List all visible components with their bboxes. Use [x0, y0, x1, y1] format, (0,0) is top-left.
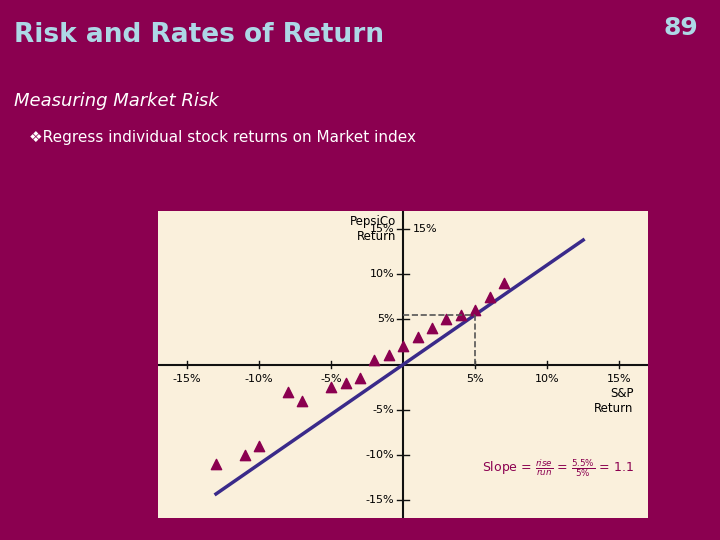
Text: Measuring Market Risk: Measuring Market Risk: [14, 92, 219, 110]
Text: Risk and Rates of Return: Risk and Rates of Return: [14, 22, 384, 48]
Point: [239, 451, 251, 460]
Text: 15%: 15%: [607, 374, 631, 383]
Text: S&P
Return: S&P Return: [594, 387, 634, 415]
Point: [498, 279, 510, 287]
Point: [297, 396, 308, 405]
Point: [210, 460, 222, 468]
Point: [369, 356, 380, 364]
Text: -15%: -15%: [173, 374, 202, 383]
Point: [325, 383, 337, 391]
Point: [412, 333, 423, 342]
Point: [282, 387, 294, 396]
Point: [484, 292, 495, 301]
Text: -5%: -5%: [320, 374, 342, 383]
Text: 89: 89: [664, 16, 698, 40]
Text: 10%: 10%: [370, 269, 395, 279]
Text: -10%: -10%: [245, 374, 274, 383]
Text: PepsiCo
Return: PepsiCo Return: [350, 215, 396, 243]
Text: Slope = $\frac{\mathit{rise}}{\mathit{run}}$ = $\frac{5.5\%}{5\%}$ = 1.1: Slope = $\frac{\mathit{rise}}{\mathit{ru…: [482, 458, 634, 479]
Text: 5%: 5%: [377, 314, 395, 324]
Point: [397, 342, 409, 350]
Text: 10%: 10%: [535, 374, 559, 383]
Point: [340, 379, 351, 387]
Text: -15%: -15%: [366, 495, 395, 505]
Point: [455, 310, 467, 319]
Text: 5%: 5%: [467, 374, 484, 383]
Point: [469, 306, 481, 314]
Text: -10%: -10%: [366, 450, 395, 460]
Point: [253, 442, 265, 450]
Text: -5%: -5%: [373, 405, 395, 415]
Text: 15%: 15%: [370, 224, 395, 234]
Point: [426, 324, 438, 333]
Text: ❖Regress individual stock returns on Market index: ❖Regress individual stock returns on Mar…: [29, 130, 416, 145]
Point: [354, 374, 366, 382]
Point: [383, 351, 395, 360]
Point: [441, 315, 452, 323]
Text: 15%: 15%: [413, 224, 438, 234]
